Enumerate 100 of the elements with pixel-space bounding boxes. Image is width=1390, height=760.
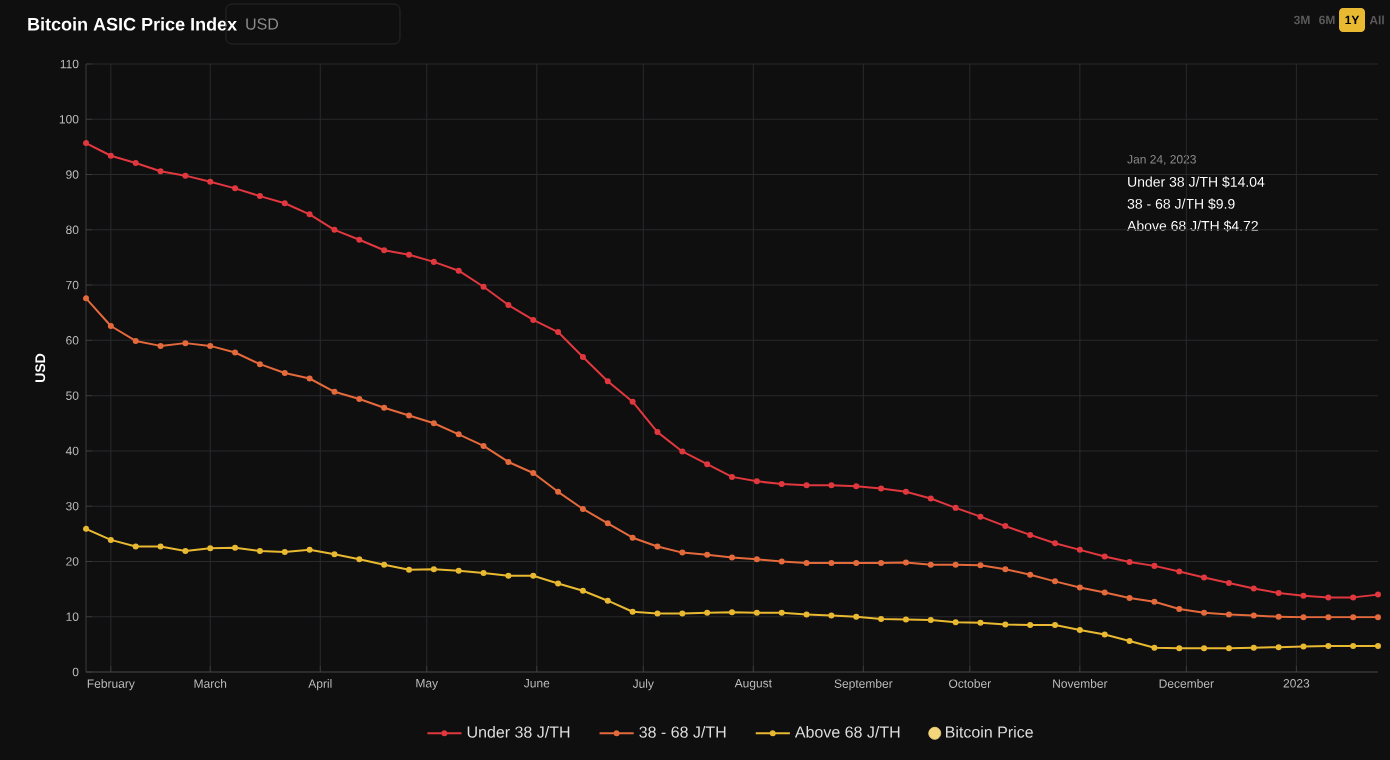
- point: [1225, 580, 1232, 587]
- point: [331, 226, 338, 233]
- point: [654, 543, 661, 550]
- point: [381, 247, 388, 254]
- point: [704, 461, 711, 468]
- point: [207, 178, 214, 185]
- point: [430, 566, 437, 573]
- point: [530, 572, 537, 579]
- point: [157, 168, 164, 175]
- legend-label: Above 68 J/TH: [794, 725, 900, 738]
- chart-title: Bitcoin ASIC Price Index: [28, 17, 237, 31]
- point: [1002, 523, 1009, 530]
- point: [729, 554, 736, 561]
- point: [1101, 553, 1108, 560]
- point: [803, 482, 810, 489]
- point: [1350, 594, 1357, 601]
- point: [480, 442, 487, 449]
- point: [1002, 566, 1009, 573]
- point: [232, 185, 239, 192]
- point: [1350, 614, 1357, 621]
- point: [1375, 614, 1382, 621]
- point: [679, 549, 686, 556]
- point: [331, 388, 338, 395]
- point: [952, 561, 959, 568]
- point: [927, 495, 934, 502]
- point: [878, 615, 885, 622]
- point: [1101, 589, 1108, 596]
- point: [555, 580, 562, 587]
- point: [1126, 559, 1133, 566]
- point: [505, 572, 512, 579]
- point: [182, 172, 189, 179]
- point: [1076, 584, 1083, 591]
- point: [480, 283, 487, 290]
- point: [132, 337, 139, 344]
- point: [480, 570, 487, 577]
- point: [381, 404, 388, 411]
- point: [207, 342, 214, 349]
- point: [256, 193, 263, 200]
- point: [182, 547, 189, 554]
- point: [977, 562, 984, 569]
- point: [157, 342, 164, 349]
- point: [1176, 605, 1183, 612]
- point: [704, 609, 711, 616]
- text: USD: [246, 18, 279, 30]
- point: [1275, 613, 1282, 620]
- point: [828, 482, 835, 489]
- point: [1250, 612, 1257, 619]
- point: [406, 251, 413, 258]
- point: [1375, 591, 1382, 598]
- point: [406, 412, 413, 419]
- point: [555, 488, 562, 495]
- point: [1201, 609, 1208, 616]
- point: [878, 560, 885, 567]
- point: [579, 505, 586, 512]
- point: [1325, 594, 1332, 601]
- point: [1275, 644, 1282, 651]
- legend-label: Bitcoin Price: [946, 725, 1033, 738]
- point: [83, 525, 89, 532]
- point: [753, 478, 760, 485]
- point: [604, 597, 611, 604]
- point: [430, 420, 437, 427]
- point: [182, 340, 189, 347]
- point: [306, 211, 313, 218]
- point: [555, 329, 562, 336]
- point: [331, 551, 338, 558]
- point: [356, 236, 363, 243]
- point: [356, 395, 363, 402]
- legend-label: Under 38 J/TH: [467, 725, 570, 738]
- point: [977, 619, 984, 626]
- point: [1052, 622, 1059, 629]
- point: [281, 369, 288, 376]
- point: [83, 140, 89, 147]
- point: [306, 546, 313, 553]
- point: [107, 322, 114, 329]
- point: [927, 617, 934, 624]
- point: [753, 609, 760, 616]
- point: [132, 543, 139, 550]
- point: [232, 349, 239, 356]
- point: [604, 378, 611, 385]
- point: [256, 361, 263, 368]
- point: [927, 561, 934, 568]
- point: [83, 295, 89, 302]
- point: [729, 473, 736, 480]
- point: [654, 610, 661, 617]
- point: [1052, 578, 1059, 585]
- point: [853, 483, 860, 490]
- point: [406, 566, 413, 573]
- point: [505, 301, 512, 308]
- point: [679, 448, 686, 455]
- point: [704, 551, 711, 558]
- point: [977, 513, 984, 520]
- point: [356, 556, 363, 563]
- point: [132, 159, 139, 166]
- point: [1002, 621, 1009, 628]
- point: [679, 610, 686, 617]
- point: [157, 543, 164, 550]
- point: [1076, 546, 1083, 553]
- point: [1375, 643, 1382, 650]
- point: [232, 544, 239, 551]
- point: [1052, 540, 1059, 547]
